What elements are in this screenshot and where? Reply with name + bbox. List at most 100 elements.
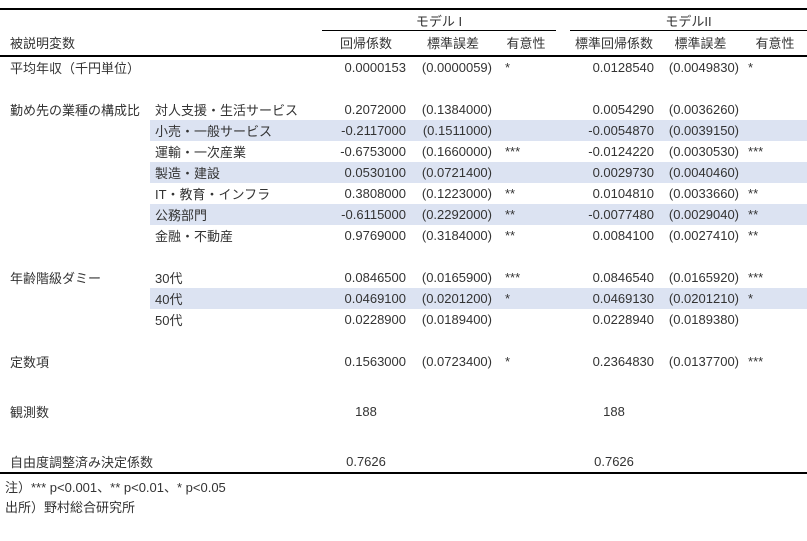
group-label [0,183,150,204]
model2-sig [743,162,807,183]
row-sublabel: 製造・建設 [150,162,322,183]
table-row: 公務部門 -0.6115000 (0.2292000) ** -0.0077480 (0.… [0,204,807,225]
model2-sig: *** [748,144,764,159]
spacer-row [0,422,807,451]
model2-coef: 0.0054290 [592,102,655,117]
model1-sig: ** [496,204,557,225]
table-row: 自由度調整済み決定係数 0.7626 0.7626 [0,451,807,474]
header-gap [556,30,571,57]
model2-se: (0.0040460) [658,162,744,183]
model2-value: 0.7626 [570,451,659,474]
model2-sig: ** [748,186,759,201]
model2-coef: 0.0084100 [592,228,655,243]
model1-coef: 0.3808000 [344,186,406,201]
row-sublabel: IT・教育・インフラ [155,187,271,202]
dep-var-header: 被説明変数 [0,30,322,57]
group-label: 勤め先の業種の構成比 [10,103,141,118]
model1-coef: 0.0469100 [322,288,410,309]
table-row: 年齢階級ダミー 30代 0.0846500 (0.0165900) *** 0.08465… [0,267,807,288]
model1-value: 0.7626 [322,451,410,474]
model2-se: (0.0036260) [668,102,740,117]
table-row: 勤め先の業種の構成比 対人支援・生活サービス 0.2072000 (0.1384000… [0,99,807,120]
table-row: 50代 0.0228900 (0.0189400) 0.0228940 (0.01893… [0,309,807,330]
model1-se: (0.1223000) [421,186,492,201]
model1-sig: *** [505,144,521,159]
model1-sig: ** [505,186,516,201]
table-row: 定数項 0.1563000 (0.0723400) * 0.2364830 (0.0137… [0,351,807,372]
model2-sig: *** [748,354,764,369]
col-header-m1-coef: 回帰係数 [322,30,410,57]
row-sublabel: 小売・一般サービス [150,120,322,141]
model2-sig: ** [743,204,807,225]
row-label: 平均年収（千円単位） [10,61,141,76]
col-header-m2-coef: 標準回帰係数 [570,30,659,57]
group-label [0,141,150,162]
model1-coef: -0.6115000 [322,204,410,225]
row-sublabel: 30代 [155,271,183,286]
model2-coef: 0.2364830 [592,354,655,369]
model1-sig: ** [505,228,516,243]
table-row: 小売・一般サービス -0.2117000 (0.1511000) -0.0054870… [0,120,807,141]
model1-value: 188 [355,404,377,419]
row-label: 定数項 [10,355,50,370]
column-header-row: 被説明変数 回帰係数 標準誤差 有意性 標準回帰係数 標準誤差 有意性 [0,30,807,57]
model1-coef: 0.2072000 [344,102,406,117]
model1-sig: * [496,288,557,309]
model2-sig: *** [748,270,764,285]
table-row: 金融・不動産 0.9769000 (0.3184000) ** 0.0084100 (0.… [0,225,807,246]
model2-se: (0.0201210) [658,288,744,309]
row-sublabel: 金融・不動産 [155,229,234,244]
model1-se: (0.1384000) [421,102,492,117]
model2-se: (0.0039150) [658,120,744,141]
spacer-row [0,372,807,401]
group-label [0,225,150,246]
model1-coef: 0.0846500 [344,270,406,285]
model-header-row: モデル I モデルII [0,8,807,31]
model2-se: (0.0165920) [668,270,740,285]
model1-se: (0.1511000) [410,120,496,141]
model1-sig: * [505,60,511,75]
group-label: 年齢階級ダミー [10,271,102,286]
model2-coef: 0.0029730 [570,162,659,183]
spacer-row [0,78,807,99]
regression-table: モデル I モデルII 被説明変数 回帰係数 標準誤差 有意性 標準回帰係数 標… [0,8,807,474]
model2-coef: 0.0469130 [570,288,659,309]
model1-sig [496,120,557,141]
col-header-m1-sig: 有意性 [496,30,557,57]
model1-header: モデル I [322,8,557,31]
model2-coef: 0.0228940 [592,312,655,327]
model2-sig [743,120,807,141]
model2-sig: * [748,60,754,75]
model2-coef: 0.0128540 [592,60,655,75]
table-row: IT・教育・インフラ 0.3808000 (0.1223000) ** 0.010481… [0,183,807,204]
model2-sig: * [743,288,807,309]
model1-coef: -0.2117000 [322,120,410,141]
row-label: 観測数 [10,405,50,420]
note-source: 出所）野村総合研究所 [5,500,136,515]
model-header-spacer [0,8,322,31]
model1-coef: 0.0530100 [322,162,410,183]
model1-se: (0.0721400) [410,162,496,183]
group-label [0,162,150,183]
table-row: 平均年収（千円単位） 0.0000153 (0.0000059) * 0.0128540… [0,56,807,78]
model1-coef: 0.0228900 [344,312,406,327]
model2-se: (0.0033660) [668,186,740,201]
model2-coef: 0.0846540 [592,270,655,285]
model1-se: (0.2292000) [410,204,496,225]
model2-coef: -0.0054870 [570,120,659,141]
model2-coef: -0.0124220 [588,144,655,159]
model2-sig: ** [748,228,759,243]
spacer-row [0,246,807,267]
table-row: 製造・建設 0.0530100 (0.0721400) 0.0029730 (0.004… [0,162,807,183]
model1-coef: -0.6753000 [340,144,406,159]
model1-se: (0.1660000) [421,144,492,159]
spacer-row [0,330,807,351]
model1-sig: * [505,354,511,369]
model2-se: (0.0049830) [668,60,740,75]
model1-coef: 0.9769000 [344,228,406,243]
model2-sig [743,309,807,330]
row-sublabel: 運輸・一次産業 [155,145,247,160]
row-sublabel: 公務部門 [150,204,322,225]
model2-se: (0.0137700) [668,354,740,369]
